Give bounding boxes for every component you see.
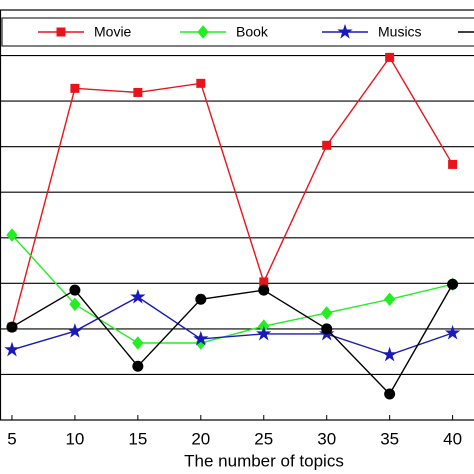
marker xyxy=(132,336,144,350)
marker xyxy=(70,83,80,93)
marker xyxy=(196,78,206,88)
marker xyxy=(69,284,81,296)
series-line xyxy=(11,296,453,356)
marker xyxy=(130,288,146,304)
series-line xyxy=(11,283,454,396)
marker xyxy=(383,292,396,307)
marker xyxy=(381,346,398,362)
marker xyxy=(321,306,333,320)
x-tick-label: 35 xyxy=(380,429,399,448)
marker xyxy=(195,293,207,305)
marker xyxy=(256,325,272,341)
marker xyxy=(4,341,20,357)
marker xyxy=(448,159,458,169)
x-tick-label: 15 xyxy=(128,429,147,448)
marker xyxy=(132,360,144,372)
x-tick-label: 30 xyxy=(317,429,336,448)
series-line xyxy=(11,56,454,328)
marker xyxy=(67,323,83,338)
plot-frame xyxy=(0,9,474,421)
marker xyxy=(322,140,332,150)
marker xyxy=(6,228,18,242)
legend-label: Book xyxy=(236,24,269,40)
legend-marker xyxy=(337,23,353,39)
marker xyxy=(444,324,461,340)
x-tick-label: 10 xyxy=(65,429,84,448)
legend-label: Musics xyxy=(378,24,422,40)
marker xyxy=(193,330,209,346)
marker xyxy=(258,284,270,296)
x-axis-label: The number of topics xyxy=(184,451,344,470)
marker xyxy=(447,278,459,290)
x-tick-label: 5 xyxy=(7,429,16,448)
legend-marker xyxy=(197,25,209,39)
x-tick-label: 40 xyxy=(443,429,462,448)
marker xyxy=(384,388,396,400)
x-tick-label: 20 xyxy=(191,429,210,448)
legend-label: Movie xyxy=(94,24,132,40)
x-tick-label: 25 xyxy=(254,429,273,448)
marker xyxy=(133,87,143,97)
series-line xyxy=(11,234,453,344)
marker xyxy=(69,297,81,312)
marker xyxy=(385,52,395,62)
marker xyxy=(321,323,333,335)
marker xyxy=(6,321,18,333)
legend-marker xyxy=(56,27,66,37)
